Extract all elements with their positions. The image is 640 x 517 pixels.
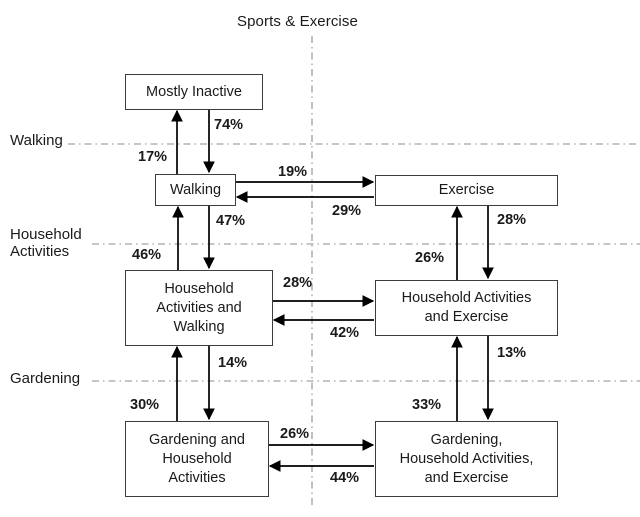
node-gardening-and-household-activities[interactable]: Gardening and Household Activities — [125, 421, 269, 497]
node-exercise[interactable]: Exercise — [375, 175, 558, 206]
axis-label-household-activities-line2: Activities — [10, 243, 70, 260]
edge-label-walking-to-exercise: 19% — [278, 164, 308, 180]
node-ghae-line1: Gardening, — [430, 431, 503, 448]
diagram-title: Sports & Exercise — [237, 13, 358, 30]
node-haw-line1: Household — [164, 280, 234, 297]
guide-lines — [68, 36, 640, 505]
node-walking[interactable]: Walking — [155, 174, 236, 206]
node-household-activities-and-exercise[interactable]: Household Activities and Exercise — [375, 280, 558, 336]
edge-label-mostly-inactive-to-walking: 74% — [214, 117, 244, 133]
axis-label-household-activities-line1: Household — [10, 226, 82, 243]
node-ghae-line3: and Exercise — [424, 469, 509, 486]
edge-label-ghae-to-hae: 33% — [412, 397, 442, 413]
node-walking-label: Walking — [169, 181, 222, 198]
node-hae-line2: and Exercise — [424, 309, 509, 325]
node-ghae-line2: Household Activities, — [399, 450, 534, 467]
edge-label-walking-to-haw: 47% — [216, 213, 246, 229]
node-hae-line1: Household Activities — [401, 290, 532, 306]
node-haw-line3: Walking — [173, 318, 225, 335]
node-exercise-label: Exercise — [438, 182, 495, 198]
edge-label-hae-to-ghae: 13% — [497, 345, 527, 361]
edge-label-ghae-to-gha: 44% — [330, 470, 360, 486]
edge-label-walking-to-mostly-inactive: 17% — [138, 149, 168, 165]
edge-label-haw-to-walking: 46% — [132, 247, 162, 263]
node-gha-line3: Activities — [168, 469, 226, 486]
node-household-activities-and-walking[interactable]: Household Activities and Walking — [125, 270, 273, 346]
node-mostly-inactive-label: Mostly Inactive — [146, 83, 242, 100]
edge-label-haw-to-gha: 14% — [218, 355, 248, 371]
node-mostly-inactive[interactable]: Mostly Inactive — [125, 74, 263, 110]
edge-label-gha-to-ghae: 26% — [280, 426, 310, 442]
node-gardening-household-activities-and-exercise[interactable]: Gardening, Household Activities, and Exe… — [375, 421, 558, 497]
edge-label-exercise-to-walking: 29% — [332, 203, 362, 219]
axis-label-household-activities: Household Activities — [10, 226, 82, 260]
node-haw-line2: Activities and — [156, 299, 242, 316]
edge-label-hae-to-exercise: 26% — [415, 250, 445, 266]
node-gha-line2: Household — [162, 450, 232, 467]
edge-label-haw-to-hae: 28% — [283, 275, 313, 291]
edge-label-exercise-to-hae: 28% — [497, 212, 527, 228]
node-gha-line1: Gardening and — [149, 431, 245, 448]
axis-label-walking: Walking — [10, 132, 63, 149]
edge-label-gha-to-haw: 30% — [130, 397, 160, 413]
axis-label-gardening: Gardening — [10, 370, 81, 387]
edge-label-hae-to-haw: 42% — [330, 325, 360, 341]
